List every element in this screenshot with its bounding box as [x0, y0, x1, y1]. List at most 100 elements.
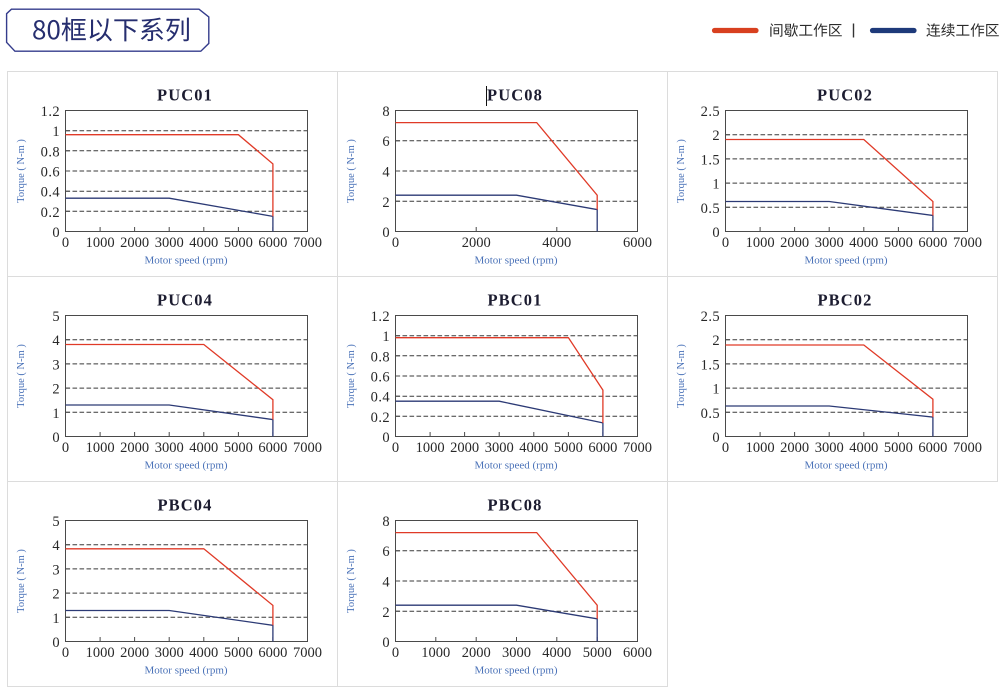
- svg-text:1: 1: [382, 329, 390, 345]
- svg-text:7000: 7000: [623, 440, 652, 456]
- svg-text:1: 1: [52, 124, 60, 140]
- svg-text:2000: 2000: [120, 440, 149, 456]
- svg-text:2: 2: [382, 195, 390, 211]
- svg-text:1: 1: [712, 177, 720, 193]
- svg-text:1.5: 1.5: [701, 152, 720, 168]
- svg-text:0.2: 0.2: [41, 205, 60, 221]
- svg-text:4000: 4000: [542, 645, 571, 661]
- svg-text:4000: 4000: [542, 235, 571, 251]
- svg-text:Torque ( N-m ): Torque ( N-m ): [676, 344, 687, 408]
- svg-text:0.4: 0.4: [41, 185, 61, 201]
- svg-text:2: 2: [712, 128, 720, 144]
- svg-text:0.2: 0.2: [371, 410, 390, 426]
- svg-text:1000: 1000: [746, 440, 775, 456]
- svg-text:2: 2: [712, 333, 720, 349]
- svg-text:3: 3: [52, 562, 60, 578]
- svg-text:4: 4: [382, 165, 390, 181]
- svg-text:Motor speed (rpm): Motor speed (rpm): [144, 255, 227, 267]
- svg-text:6: 6: [382, 134, 390, 150]
- svg-text:7000: 7000: [953, 235, 982, 251]
- svg-text:5000: 5000: [554, 440, 583, 456]
- svg-text:Motor speed (rpm): Motor speed (rpm): [474, 255, 557, 267]
- svg-text:0: 0: [392, 645, 399, 661]
- svg-text:1000: 1000: [421, 645, 450, 661]
- svg-text:Motor speed (rpm): Motor speed (rpm): [144, 460, 227, 472]
- svg-text:5000: 5000: [224, 645, 253, 661]
- svg-text:2000: 2000: [780, 235, 809, 251]
- svg-text:0: 0: [722, 440, 729, 456]
- svg-text:7000: 7000: [953, 440, 982, 456]
- svg-text:1: 1: [52, 406, 60, 422]
- svg-text:6000: 6000: [258, 440, 287, 456]
- svg-text:2000: 2000: [450, 440, 479, 456]
- svg-text:PUC04: PUC04: [157, 291, 213, 310]
- svg-text:1: 1: [52, 611, 60, 627]
- svg-text:6: 6: [382, 544, 390, 560]
- svg-text:6000: 6000: [623, 645, 652, 661]
- svg-text:0.5: 0.5: [701, 406, 720, 422]
- svg-text:0: 0: [52, 430, 60, 446]
- svg-text:2: 2: [382, 605, 390, 621]
- svg-text:1.2: 1.2: [371, 309, 390, 325]
- svg-text:5000: 5000: [884, 440, 913, 456]
- svg-text:4: 4: [52, 333, 60, 349]
- svg-text:0: 0: [62, 440, 69, 456]
- svg-text:6000: 6000: [588, 440, 617, 456]
- svg-text:0: 0: [382, 430, 390, 446]
- svg-text:6000: 6000: [918, 235, 947, 251]
- svg-text:1000: 1000: [86, 440, 115, 456]
- svg-text:1000: 1000: [86, 645, 115, 661]
- svg-text:0: 0: [52, 635, 60, 651]
- svg-text:4: 4: [52, 538, 60, 554]
- svg-text:6000: 6000: [623, 235, 652, 251]
- svg-text:PBC04: PBC04: [158, 496, 213, 515]
- svg-text:5000: 5000: [224, 235, 253, 251]
- svg-text:0.8: 0.8: [41, 144, 60, 160]
- svg-text:0.6: 0.6: [371, 370, 390, 386]
- svg-text:0.5: 0.5: [701, 201, 720, 217]
- svg-text:3000: 3000: [502, 645, 531, 661]
- svg-text:PUC08: PUC08: [487, 86, 543, 105]
- svg-text:6000: 6000: [258, 645, 287, 661]
- svg-text:7000: 7000: [293, 440, 322, 456]
- svg-text:2000: 2000: [462, 235, 491, 251]
- svg-text:7000: 7000: [293, 235, 322, 251]
- svg-text:4000: 4000: [849, 440, 878, 456]
- svg-text:4000: 4000: [189, 235, 218, 251]
- svg-text:1: 1: [712, 382, 720, 398]
- svg-text:2000: 2000: [780, 440, 809, 456]
- svg-text:4000: 4000: [189, 440, 218, 456]
- svg-text:4000: 4000: [519, 440, 548, 456]
- svg-text:Torque ( N-m ): Torque ( N-m ): [676, 139, 687, 203]
- svg-text:3000: 3000: [155, 235, 184, 251]
- svg-text:0: 0: [392, 235, 399, 251]
- svg-text:2.5: 2.5: [701, 104, 720, 120]
- svg-text:Torque ( N-m ): Torque ( N-m ): [16, 139, 27, 203]
- svg-text:Torque ( N-m ): Torque ( N-m ): [16, 344, 27, 408]
- svg-text:1000: 1000: [746, 235, 775, 251]
- svg-text:0: 0: [52, 225, 60, 241]
- svg-text:Torque ( N-m ): Torque ( N-m ): [346, 139, 357, 203]
- svg-text:PUC01: PUC01: [157, 86, 213, 105]
- svg-text:0.8: 0.8: [371, 349, 390, 365]
- svg-text:PBC02: PBC02: [818, 291, 873, 310]
- svg-text:4: 4: [382, 575, 390, 591]
- svg-text:8: 8: [382, 104, 390, 120]
- svg-text:5000: 5000: [884, 235, 913, 251]
- svg-text:Torque ( N-m ): Torque ( N-m ): [16, 549, 27, 613]
- svg-text:6000: 6000: [918, 440, 947, 456]
- svg-text:Motor speed (rpm): Motor speed (rpm): [804, 460, 887, 472]
- svg-text:0: 0: [382, 635, 390, 651]
- svg-text:0: 0: [392, 440, 399, 456]
- svg-text:2000: 2000: [120, 645, 149, 661]
- svg-text:7000: 7000: [293, 645, 322, 661]
- svg-text:0.4: 0.4: [371, 390, 391, 406]
- svg-text:PBC08: PBC08: [488, 496, 543, 515]
- svg-text:1.2: 1.2: [41, 104, 60, 120]
- svg-text:5000: 5000: [224, 440, 253, 456]
- svg-text:3000: 3000: [815, 440, 844, 456]
- svg-text:2: 2: [52, 382, 60, 398]
- svg-text:2000: 2000: [120, 235, 149, 251]
- svg-text:0: 0: [712, 430, 720, 446]
- svg-text:Motor speed (rpm): Motor speed (rpm): [474, 665, 557, 677]
